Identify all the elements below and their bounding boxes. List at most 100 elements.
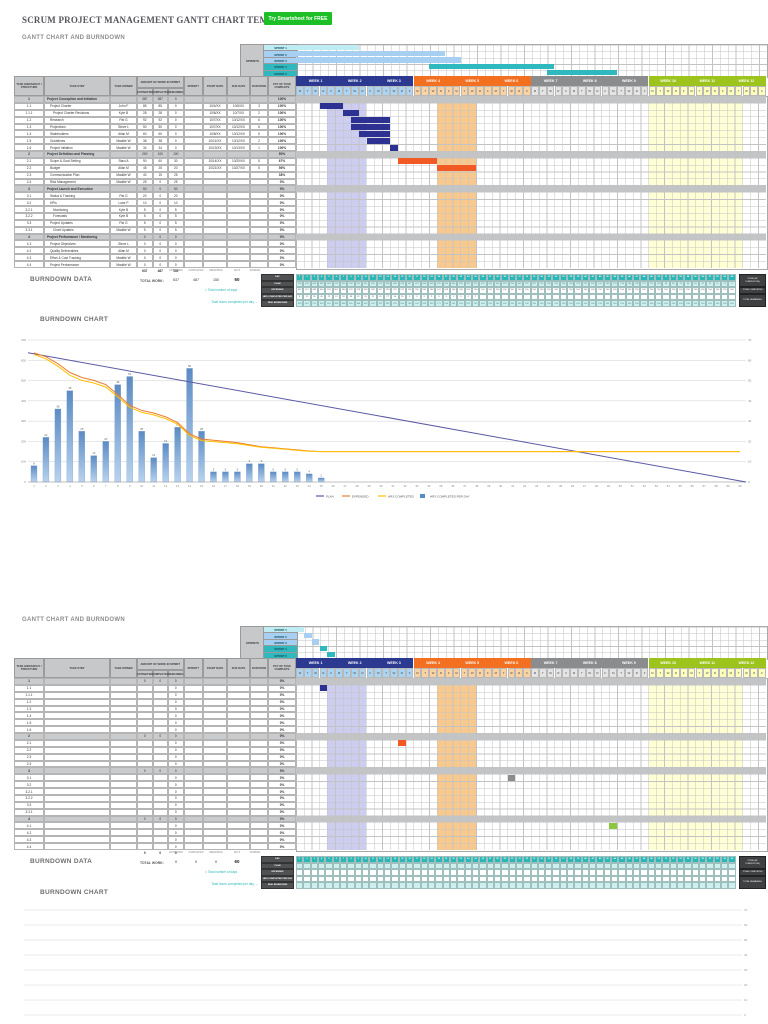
table-cell: 0: [168, 123, 184, 131]
table-cell: 0%: [268, 801, 296, 809]
strip-cell: 467: [405, 280, 414, 288]
table-cell: [227, 192, 250, 200]
table-cell: [203, 822, 227, 830]
table-cell: 0: [168, 144, 184, 152]
strip-cell: 150: [508, 287, 516, 294]
svg-text:5: 5: [81, 484, 83, 488]
day-header: M: [726, 86, 735, 96]
strip-cell: [647, 293, 656, 301]
strip-cell: [699, 862, 707, 870]
table-cell: 60: [152, 157, 168, 165]
strip-cell: 27: [486, 856, 494, 863]
table-cell: 0: [152, 247, 168, 255]
strip-cell: [391, 869, 399, 876]
table-cell: [250, 192, 268, 200]
table-cell: 0%: [268, 815, 296, 823]
svg-text:5: 5: [237, 467, 239, 471]
strip-cell: [655, 882, 663, 889]
day-header: F: [327, 668, 336, 678]
strip-cell: 150: [567, 300, 575, 307]
table-cell: 0%: [268, 774, 296, 782]
strip-cell: 174: [435, 287, 443, 294]
table-cell: 20: [137, 192, 153, 200]
strip-cell: [530, 862, 538, 870]
strip-cell: [332, 862, 340, 870]
table-cell: [152, 739, 168, 747]
table-cell: Stakeholders: [44, 130, 110, 138]
try-smartsheet-button[interactable]: Try Smartsheet for FREE: [264, 12, 332, 25]
strip-cell: 457: [413, 280, 421, 288]
strip-cell: 15: [398, 856, 406, 863]
table-cell: [250, 808, 268, 816]
sprint-grid: [296, 626, 768, 660]
strip-cell: [501, 293, 509, 301]
strip-total-box: TOTAL (AT COMPLETION): [739, 274, 766, 288]
strip-cell: 32: [523, 274, 531, 281]
strip-cell: [383, 882, 392, 889]
strip-cell: 46: [625, 856, 634, 863]
strip-cell: 11: [369, 274, 377, 281]
strip-cell: 64: [684, 280, 692, 288]
table-cell: 0: [137, 254, 153, 262]
strip-cell: 150: [574, 287, 582, 294]
strip-cell: 583: [310, 287, 318, 294]
strip-cell: 33: [530, 274, 538, 281]
strip-cell: 51: [662, 856, 670, 863]
table-cell: 0: [168, 261, 184, 268]
column-header: DURATION: [250, 658, 268, 678]
table-cell: 0%: [268, 829, 296, 837]
table-cell: [227, 698, 250, 706]
strip-total-box: TOTAL (AT COMPLETION): [739, 856, 766, 870]
strip-cell: [442, 869, 450, 876]
task-cell-navy: [390, 144, 398, 151]
strip-cell: 212: [581, 280, 590, 288]
strip-cell: [545, 882, 553, 889]
table-cell: 0: [168, 233, 184, 241]
table-cell: 10/7/XX: [203, 116, 227, 124]
strip-total-box: TOTAL COMPLETED: [739, 287, 766, 294]
table-cell: [183, 678, 203, 685]
svg-text:45: 45: [559, 484, 563, 488]
svg-text:HRS COMPLETED: HRS COMPLETED: [388, 494, 415, 498]
strip-cell: [405, 869, 414, 876]
table-cell: Pat G: [110, 116, 137, 124]
table-cell: 1.1.1: [14, 691, 44, 699]
strip-cell: 7: [339, 856, 348, 863]
svg-text:14: 14: [188, 484, 192, 488]
strip-cell: [611, 862, 619, 870]
table-cell: [110, 829, 137, 837]
table-cell: 2: [250, 137, 268, 145]
table-cell: [152, 753, 168, 761]
column-header: DUE DATE: [227, 76, 250, 96]
strip-cell: [537, 862, 546, 870]
table-cell: [250, 815, 268, 823]
strip-row: [296, 869, 736, 876]
strip-cell: 617: [303, 287, 311, 294]
table-cell: [183, 712, 203, 720]
table-cell: 10/12/XX: [227, 123, 250, 131]
table-cell: 25: [168, 171, 184, 179]
strip-cell: [515, 882, 524, 889]
day-header: M: [374, 668, 383, 678]
strip-cell: 22: [303, 293, 311, 301]
table-cell: [183, 254, 203, 262]
table-cell: 0: [168, 801, 184, 809]
strip-cell: [603, 293, 612, 301]
day-header: W: [625, 86, 633, 96]
table-cell: [110, 719, 137, 727]
table-cell: [152, 829, 168, 837]
day-header: W: [742, 668, 751, 678]
strip-cell: [457, 882, 465, 889]
strip-row-label: EXPENDED: [261, 869, 294, 876]
table-cell: 100: [152, 151, 168, 158]
table-cell: 10: [168, 199, 184, 207]
strip-cell: 19: [427, 274, 436, 281]
day-header: F: [523, 668, 531, 678]
table-cell: 4.4: [14, 261, 44, 268]
strip-cell: 425: [435, 280, 443, 288]
table-cell: [110, 678, 137, 685]
table-cell: 10: [137, 199, 153, 207]
table-cell: [203, 774, 227, 782]
strip-cell: 229: [391, 300, 399, 307]
table-cell: [110, 794, 137, 802]
